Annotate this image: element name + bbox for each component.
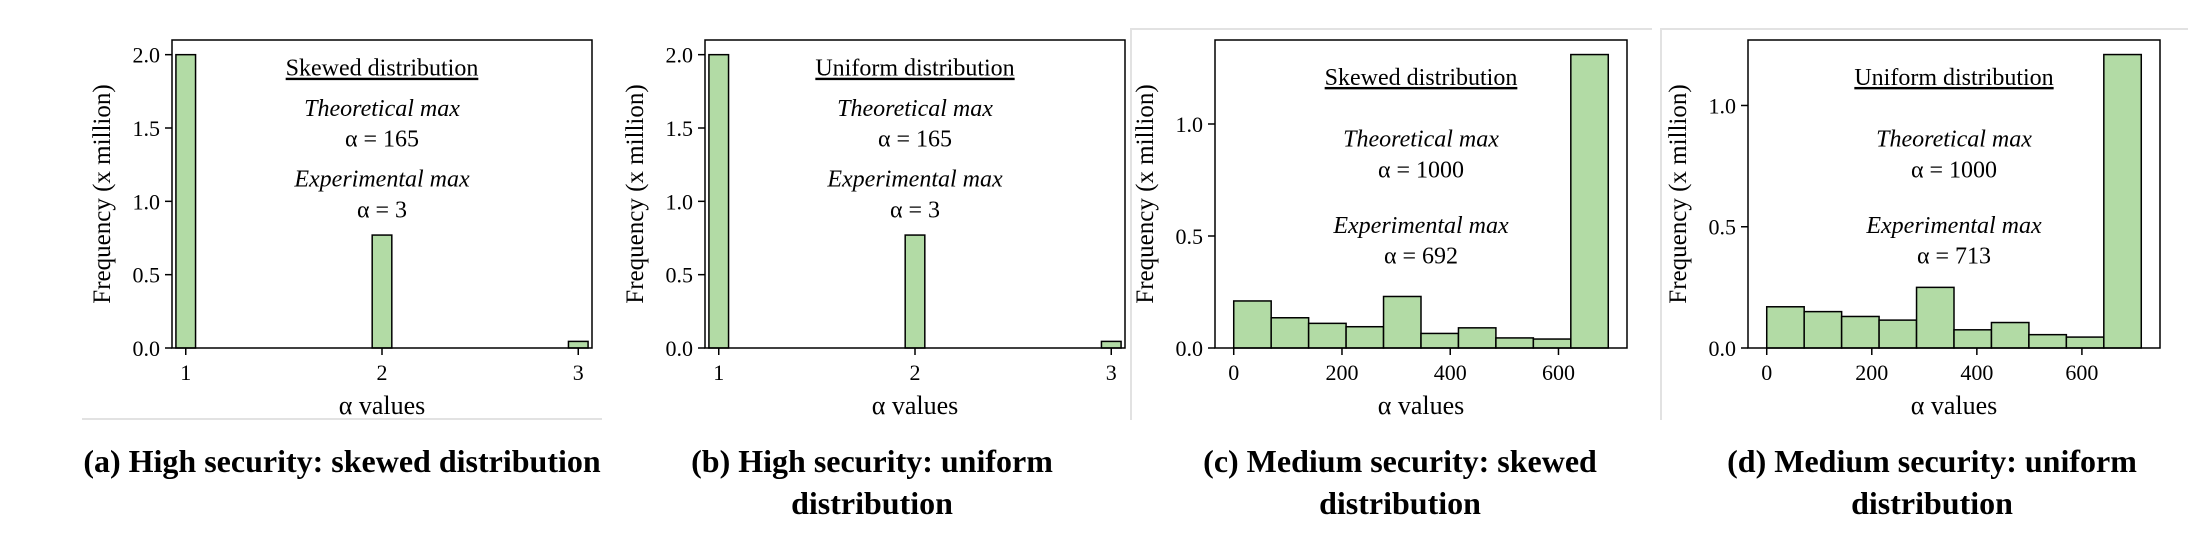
y-tick-label-c-1: 0.5 (1176, 224, 1204, 249)
y-tick-label-c-2: 1.0 (1176, 112, 1204, 137)
annotation-c-2: Experimental max (1332, 213, 1509, 239)
x-tick-label-b-1: 2 (910, 360, 921, 385)
bar-d-3 (1878, 319, 1918, 349)
annotation-a-0: Theoretical max (304, 96, 460, 122)
bar-d-5 (1953, 329, 1993, 349)
annotation-b-2: Experimental max (826, 167, 1003, 193)
x-tick-label-a-1: 2 (377, 360, 388, 385)
y-tick-label-d-2: 1.0 (1709, 93, 1737, 118)
x-tick-label-a-0: 1 (180, 360, 191, 385)
x-tick-label-c-2: 400 (1434, 360, 1467, 385)
bar-c-0 (1232, 300, 1272, 349)
inset-title-d: Uniform distribution (1854, 65, 2053, 91)
x-tick-label-c-0: 0 (1228, 360, 1239, 385)
caption-b: (b) High security: uniform distribution (691, 443, 1053, 521)
annotation-c-1: α = 1000 (1378, 157, 1464, 183)
inset-title-a: Skewed distribution (286, 56, 479, 82)
annotation-c-3: α = 692 (1384, 244, 1458, 270)
y-tick-label-d-1: 0.5 (1709, 215, 1737, 240)
x-tick-label-b-0: 1 (713, 360, 724, 385)
annotation-d-1: α = 1000 (1911, 157, 1997, 183)
y-tick-label-a-1: 0.5 (133, 263, 161, 288)
annotation-c-0: Theoretical max (1343, 127, 1499, 153)
x-tick-label-a-2: 3 (573, 360, 584, 385)
x-tick-label-c-3: 600 (1542, 360, 1575, 385)
inset-title-b: Uniform distribution (815, 56, 1014, 82)
x-axis-label-b: α values (872, 391, 959, 420)
bar-c-7 (1495, 337, 1535, 349)
y-tick-label-a-0: 0.0 (133, 336, 161, 361)
y-tick-label-b-4: 2.0 (666, 43, 694, 68)
x-tick-label-b-2: 3 (1106, 360, 1117, 385)
bar-b-1 (904, 234, 926, 349)
bar-d-6 (1990, 321, 2030, 349)
y-tick-label-b-1: 0.5 (666, 263, 694, 288)
x-tick-label-c-1: 200 (1325, 360, 1358, 385)
y-tick-label-b-3: 1.5 (666, 116, 694, 141)
bar-a-2 (567, 340, 589, 349)
y-tick-label-a-3: 1.5 (133, 116, 161, 141)
annotation-d-0: Theoretical max (1876, 127, 2032, 153)
x-tick-label-d-2: 400 (1960, 360, 1993, 385)
y-axis-label-c: Frequency (x million) (1132, 84, 1159, 303)
bar-c-5 (1420, 332, 1460, 349)
x-axis-label-d: α values (1911, 391, 1998, 420)
bar-c-2 (1307, 322, 1347, 349)
bar-a-0 (175, 53, 197, 349)
y-tick-label-b-0: 0.0 (666, 336, 694, 361)
bar-b-2 (1100, 340, 1122, 349)
bar-d-1 (1803, 310, 1843, 349)
x-tick-label-d-1: 200 (1855, 360, 1888, 385)
bar-d-2 (1840, 315, 1880, 349)
x-tick-label-d-3: 600 (2065, 360, 2098, 385)
bar-c-6 (1457, 327, 1497, 349)
bar-a-1 (371, 234, 393, 349)
bar-d-8 (2065, 336, 2105, 349)
plot-frame-c (1214, 39, 1628, 349)
bar-c-3 (1345, 325, 1385, 349)
caption-c: (c) Medium security: skewed distribution (1203, 443, 1597, 521)
bar-d-4 (1915, 286, 1955, 349)
y-tick-label-a-2: 1.0 (133, 189, 161, 214)
y-axis-label-a: Frequency (x million) (89, 84, 116, 303)
y-tick-label-c-0: 0.0 (1176, 336, 1204, 361)
panel-separator-a (82, 418, 602, 420)
panel-separator-b (1130, 28, 1132, 420)
bar-d-7 (2028, 333, 2068, 349)
bar-c-4 (1382, 295, 1422, 349)
annotation-d-3: α = 713 (1917, 244, 1991, 270)
x-tick-label-d-0: 0 (1761, 360, 1772, 385)
annotation-a-3: α = 3 (357, 197, 407, 223)
annotation-b-3: α = 3 (890, 197, 940, 223)
y-axis-label-d: Frequency (x million) (1665, 84, 1692, 303)
bar-c-9 (1570, 53, 1610, 349)
y-tick-label-b-2: 1.0 (666, 189, 694, 214)
y-tick-label-d-0: 0.0 (1709, 336, 1737, 361)
annotation-a-2: Experimental max (293, 167, 470, 193)
panel-separator-c (1660, 28, 1662, 420)
caption-d: (d) Medium security: uniform distributio… (1727, 443, 2137, 521)
bar-d-9 (2103, 53, 2143, 349)
annotation-b-0: Theoretical max (837, 96, 993, 122)
annotation-d-2: Experimental max (1865, 213, 2042, 239)
inset-title-c: Skewed distribution (1325, 65, 1518, 91)
annotation-b-1: α = 165 (878, 127, 952, 153)
bar-c-1 (1270, 317, 1310, 349)
panel-separator-d (1130, 28, 1652, 30)
plot-frame-d (1747, 39, 2161, 349)
x-axis-label-c: α values (1378, 391, 1465, 420)
bar-d-0 (1765, 306, 1805, 349)
panel-separator-e (1660, 28, 2188, 30)
x-axis-label-a: α values (339, 391, 426, 420)
annotation-a-1: α = 165 (345, 127, 419, 153)
y-tick-label-a-4: 2.0 (133, 43, 161, 68)
bar-b-0 (708, 53, 730, 349)
y-axis-label-b: Frequency (x million) (622, 84, 649, 303)
caption-a: (a) High security: skewed distribution (83, 443, 601, 479)
bar-c-8 (1532, 338, 1572, 349)
